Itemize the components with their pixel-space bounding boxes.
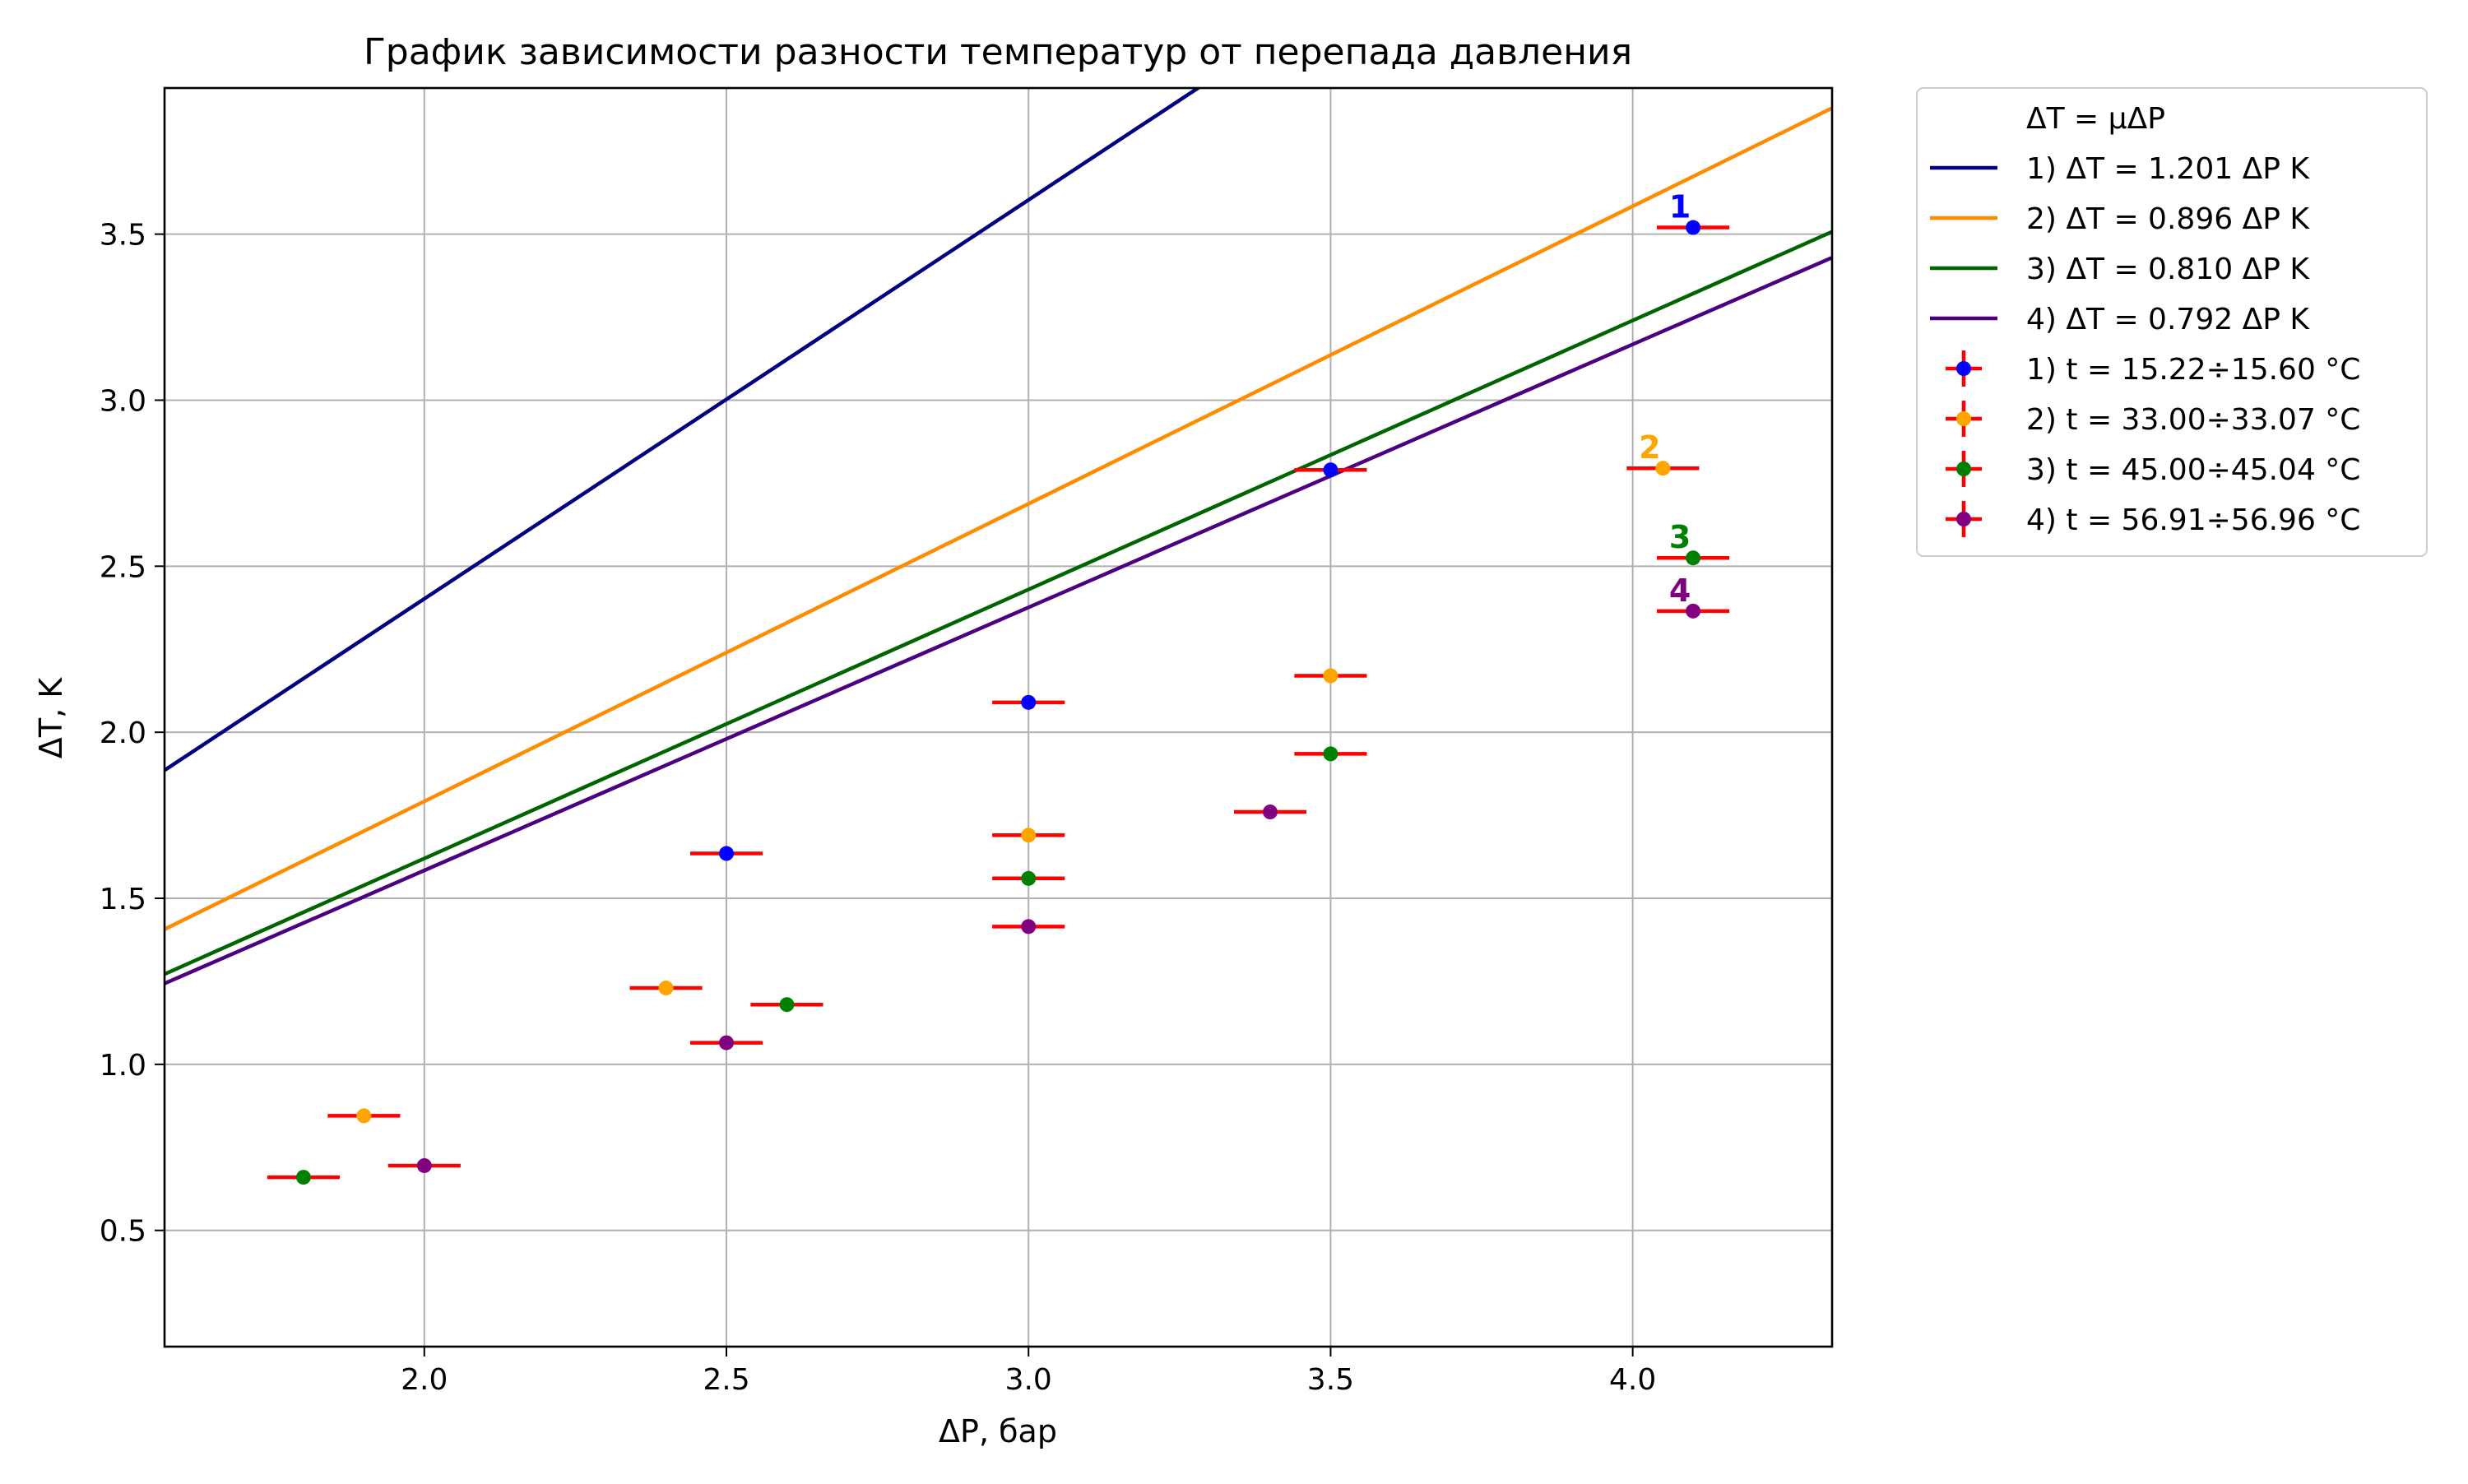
fit-lines: [165, 88, 1832, 985]
data-point-series-1: [1686, 220, 1701, 235]
x-tick-label: 3.5: [1307, 1363, 1354, 1397]
data-point-series-1: [1021, 694, 1037, 710]
fit-line-2: [165, 106, 1832, 931]
x-tick-label: 2.5: [703, 1363, 749, 1397]
grid-lines: [165, 88, 1832, 1347]
fit-line-4: [165, 256, 1832, 985]
series-label-3: 3: [1669, 519, 1691, 555]
data-point-series-3: [295, 1170, 311, 1185]
fit-line-1: [165, 88, 1202, 772]
legend: ΔT = μΔP 1) ΔT = 1.201 ΔP K 2) ΔT = 0.896 …: [1916, 87, 2428, 557]
legend-swatch-point-1: [1956, 361, 1971, 376]
legend-entry-fit-1: 1) ΔT = 1.201 ΔP K: [2026, 152, 2310, 186]
legend-entry-fit-3: 3) ΔT = 0.810 ΔP K: [2026, 253, 2310, 286]
data-point-series-4: [1262, 805, 1278, 820]
series-label-1: 1: [1669, 189, 1691, 225]
x-tick-label: 2.0: [401, 1363, 448, 1397]
y-tick-label: 0.5: [100, 1215, 146, 1249]
legend-entry-series-1: 1) t = 15.22÷15.60 °C: [2026, 353, 2360, 387]
data-point-series-4: [719, 1035, 735, 1050]
data-point-series-4: [1021, 919, 1037, 934]
data-point-series-1: [1323, 462, 1338, 478]
data-point-series-2: [658, 981, 674, 996]
data-point-series-3: [779, 997, 795, 1013]
legend-entry-fit-4: 4) ΔT = 0.792 ΔP K: [2026, 303, 2310, 336]
y-tick-label: 2.5: [100, 550, 146, 584]
data-point-series-2: [1655, 461, 1671, 476]
data-point-series-3: [1021, 870, 1037, 886]
series-labels: 1 2 3 4: [1639, 189, 1691, 609]
data-point-series-2: [356, 1108, 372, 1124]
y-axis-label: ΔT, K: [33, 677, 69, 758]
legend-swatch-point-4: [1956, 512, 1971, 526]
legend-box: [1916, 87, 2428, 557]
legend-entry-series-3: 3) t = 45.00÷45.04 °C: [2026, 453, 2360, 487]
data-point-series-4: [1686, 603, 1701, 619]
legend-entry-series-4: 4) t = 56.91÷56.96 °C: [2026, 503, 2360, 537]
y-tick-label: 1.0: [100, 1049, 146, 1083]
legend-entry-series-2: 2) t = 33.00÷33.07 °C: [2026, 403, 2360, 437]
x-axis-label: ΔP, бар: [939, 1413, 1057, 1449]
data-point-series-2: [1323, 668, 1338, 684]
data-point-series-3: [1686, 550, 1701, 566]
y-tick-label: 1.5: [100, 883, 146, 916]
legend-swatch-point-3: [1956, 461, 1971, 476]
series-label-4: 4: [1669, 573, 1691, 609]
legend-header: ΔT = μΔP: [2026, 102, 2165, 136]
data-point-series-2: [1021, 828, 1037, 843]
data-point-series-4: [416, 1157, 432, 1173]
fit-line-3: [165, 230, 1832, 976]
series-label-2: 2: [1639, 429, 1660, 466]
chart-title: График зависимости разности температур о…: [364, 31, 1632, 73]
y-tick-label: 2.0: [100, 716, 146, 750]
data-point-series-3: [1323, 746, 1338, 762]
data-point-series-1: [719, 846, 735, 861]
x-tick-label: 3.0: [1005, 1363, 1052, 1397]
legend-entry-fit-2: 2) ΔT = 0.896 ΔP K: [2026, 202, 2310, 236]
y-tick-label: 3.0: [100, 384, 146, 418]
legend-swatch-point-2: [1956, 411, 1971, 426]
data-points: [267, 220, 1730, 1185]
plot-frame: [163, 86, 1834, 1348]
axes: 2.0 2.5 3.0 3.5 4.0 0.5 1.0 1.5 2.0 2.5 3.0 3.5: [100, 219, 1657, 1397]
y-tick-label: 3.5: [100, 219, 146, 253]
x-tick-label: 4.0: [1609, 1363, 1656, 1397]
